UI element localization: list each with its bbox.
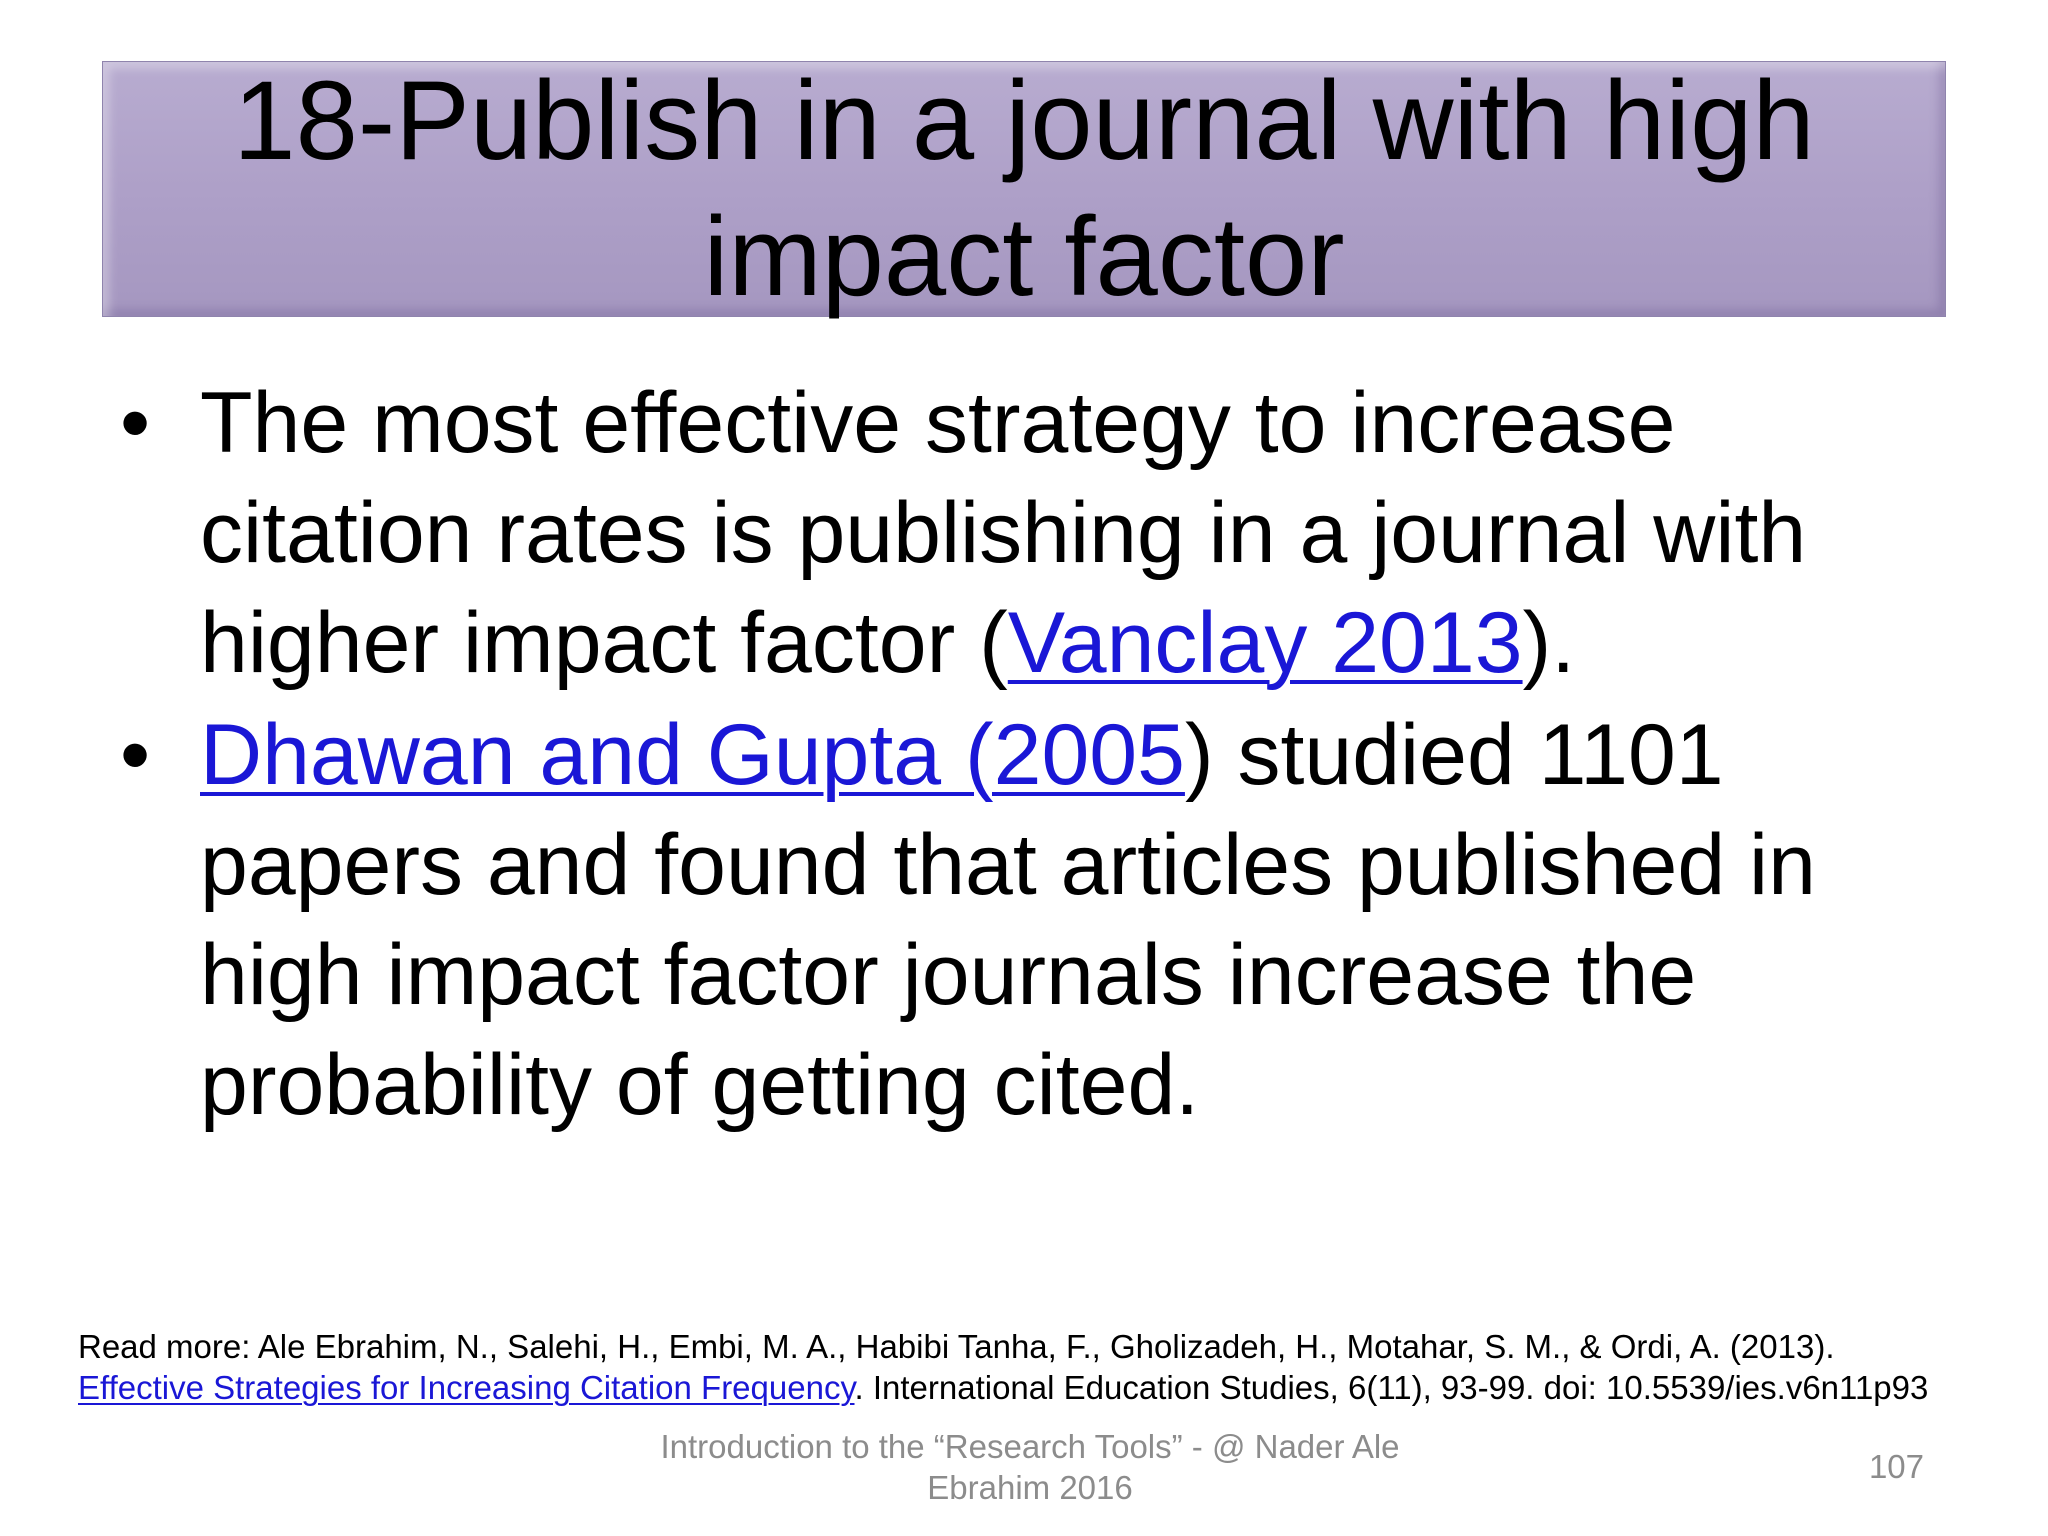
footer-text: Introduction to the “Research Tools” - @… — [660, 1428, 1400, 1506]
reference-details: . International Education Studies, 6(11)… — [854, 1369, 1929, 1406]
citation-link-vanclay[interactable]: Vanclay 2013 — [1007, 595, 1523, 691]
reference-article-link[interactable]: Effective Strategies for Increasing Cita… — [78, 1369, 855, 1406]
read-more-reference: Read more: Ale Ebrahim, N., Salehi, H., … — [78, 1326, 1978, 1408]
citation-link-dhawan-gupta[interactable]: Dhawan and Gupta (2005 — [200, 707, 1185, 803]
bullet-marker: • — [120, 707, 151, 803]
bullet-text: The most effective strategy to increase … — [200, 375, 1807, 691]
bullet-list: • The most effective strategy to increas… — [120, 368, 1960, 1142]
bullet-text-tail: ) studied 1101 papers and found that art… — [200, 707, 1816, 1133]
slide-title: 18-Publish in a journal with high impact… — [233, 58, 1815, 319]
bullet-item: • The most effective strategy to increas… — [120, 368, 1960, 698]
bullet-item: • Dhawan and Gupta (2005) studied 1101 p… — [120, 700, 1960, 1140]
title-banner: 18-Publish in a journal with high impact… — [102, 58, 1946, 319]
reference-authors: Read more: Ale Ebrahim, N., Salehi, H., … — [78, 1328, 1835, 1365]
bullet-marker: • — [120, 375, 151, 471]
page-number: 107 — [1868, 1448, 1924, 1485]
bullet-text-tail: ). — [1522, 595, 1576, 691]
